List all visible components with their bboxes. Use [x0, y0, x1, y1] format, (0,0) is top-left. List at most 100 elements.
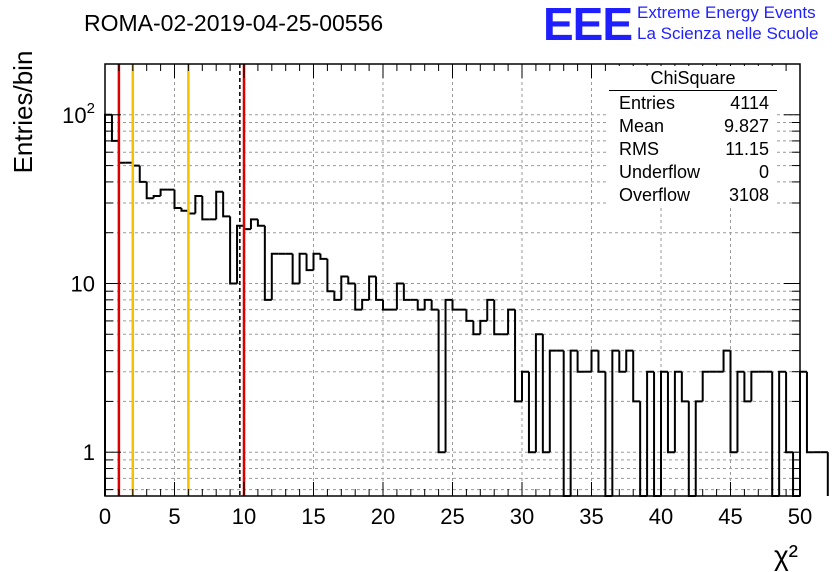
histogram-bin	[444, 298, 453, 453]
histogram-bin	[576, 350, 585, 373]
histogram-bin	[465, 309, 474, 322]
histogram-bin	[194, 195, 203, 214]
histogram-bin	[347, 276, 356, 285]
stats-value: 0	[758, 162, 769, 182]
histogram-bin	[229, 216, 238, 285]
histogram-bin	[527, 371, 536, 454]
histogram-bin	[680, 371, 689, 403]
stats-title: ChiSquare	[650, 68, 736, 88]
histogram-bin	[201, 196, 210, 221]
y-tick-label: 1	[83, 440, 95, 465]
histogram-bin	[152, 195, 161, 199]
stats-label: Entries	[619, 93, 676, 113]
histogram-bin	[138, 165, 147, 183]
histogram-bin	[159, 188, 168, 197]
logo-subtitle-line2: La Scienza nelle Scuole	[637, 24, 819, 43]
histogram-bin	[472, 320, 481, 336]
histogram-bin	[548, 349, 557, 453]
histogram-bin	[340, 275, 349, 300]
histogram-bin	[701, 370, 710, 402]
histogram-bin	[368, 275, 377, 300]
x-tick-label: 20	[371, 504, 395, 529]
x-axis-label: χ²	[774, 540, 798, 571]
x-tick-label: 15	[301, 504, 325, 529]
histogram-bin	[180, 208, 189, 212]
stats-row-mean: Mean 9.827	[619, 116, 769, 138]
stats-row-entries: Entries 4114	[619, 93, 769, 115]
eee-logo: EEE	[543, 0, 633, 50]
x-axis: 0 5 10 15 20 25 30 35 40 45 50	[99, 64, 812, 529]
histogram-bin	[646, 370, 655, 496]
stats-value: 9.827	[723, 116, 769, 136]
histogram-bin	[673, 370, 682, 453]
x-tick-label: 25	[440, 504, 464, 529]
x-tick-label: 10	[232, 504, 256, 529]
stats-label: RMS	[619, 139, 659, 159]
histogram-bin	[514, 309, 522, 403]
histogram-bin	[632, 350, 641, 403]
stats-label: Underflow	[619, 162, 701, 182]
histogram-bin	[173, 189, 182, 210]
stats-box: ChiSquare Entries 4114 Mean 9.827 RMS 11…	[609, 66, 777, 208]
histogram-bin	[785, 371, 794, 454]
histogram-bin	[305, 253, 314, 272]
stats-label: Overflow	[619, 185, 691, 205]
x-tick-label: 40	[649, 504, 673, 529]
histogram-bin	[534, 333, 543, 453]
histogram-bin	[291, 253, 300, 285]
marker-lines	[117, 64, 246, 496]
histogram-bin	[354, 283, 363, 311]
histogram-bin	[451, 299, 460, 311]
x-tick-label: 35	[579, 504, 603, 529]
histogram-bin	[479, 319, 488, 335]
histogram-bin	[687, 401, 696, 497]
stats-label: Mean	[619, 116, 665, 136]
histogram-bin	[423, 298, 432, 310]
histogram-bin	[521, 370, 529, 402]
histogram-bin	[799, 370, 807, 496]
histogram-bin	[145, 181, 154, 200]
histogram-bin	[805, 371, 814, 454]
stats-row-rms: RMS 11.15	[619, 139, 769, 161]
histogram-bin	[590, 349, 599, 372]
histogram-bin	[562, 350, 571, 497]
histogram-bin	[319, 253, 328, 260]
histogram-bin	[618, 350, 627, 373]
histogram-bin	[437, 309, 446, 454]
histogram-bin	[778, 370, 787, 496]
histogram-bin	[541, 334, 550, 454]
histogram-bin	[736, 370, 745, 453]
histogram-bin	[653, 371, 661, 497]
x-tick-label: 30	[510, 504, 534, 529]
y-axis-label: Entries/bin	[8, 51, 38, 174]
histogram-bin	[750, 370, 759, 402]
histogram-bin	[722, 349, 731, 372]
histogram-bin	[249, 218, 258, 230]
histogram-bin	[270, 252, 279, 300]
stats-row-overflow: Overflow 3108	[619, 185, 769, 207]
histogram-bin	[402, 283, 411, 301]
histogram-bin	[625, 349, 634, 372]
histogram-bin	[215, 190, 224, 220]
y-tick-label: 102	[62, 100, 95, 128]
histogram-bin	[312, 252, 321, 271]
histogram-bin	[382, 299, 390, 311]
histogram-bin	[375, 276, 383, 301]
stats-value: 3108	[728, 185, 769, 205]
histogram-bin	[236, 224, 244, 284]
histogram-bin	[395, 282, 404, 310]
histogram-bin	[430, 299, 439, 311]
stats-divider	[609, 90, 777, 91]
stats-value: 4114	[730, 93, 769, 113]
histogram-bin	[569, 349, 578, 496]
histogram-bin	[639, 401, 648, 497]
histogram-bin	[660, 370, 668, 496]
y-tick-label: 10	[71, 271, 95, 296]
histogram-bin	[604, 371, 613, 497]
stats-row-underflow: Underflow 0	[619, 162, 769, 184]
histogram-bin	[256, 219, 265, 227]
stats-value: 11.15	[725, 139, 769, 159]
histogram-bin	[729, 350, 738, 454]
histogram-bin	[507, 308, 516, 335]
